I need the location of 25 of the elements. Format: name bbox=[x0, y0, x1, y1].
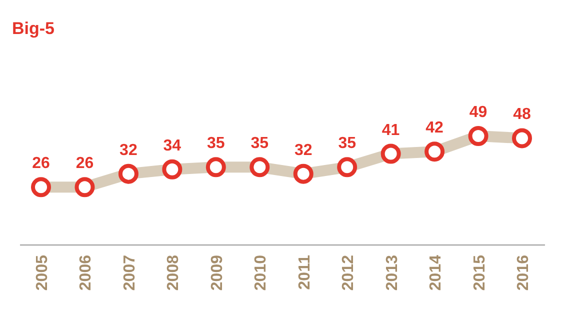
x-tick-label: 2007 bbox=[121, 254, 138, 291]
x-tick-label: 2016 bbox=[515, 254, 532, 291]
x-tick-label: 2005 bbox=[34, 254, 51, 291]
x-tick-label: 2013 bbox=[384, 254, 401, 291]
data-label: 35 bbox=[207, 135, 225, 152]
data-label: 35 bbox=[250, 135, 269, 152]
x-tick-label: 2010 bbox=[252, 254, 270, 291]
x-tick-label: 2014 bbox=[428, 254, 445, 291]
x-tick-label: 2009 bbox=[208, 254, 226, 291]
data-label: 48 bbox=[513, 106, 531, 124]
x-tick-label: 2006 bbox=[78, 254, 95, 291]
data-label: 26 bbox=[76, 155, 94, 172]
x-tick-label: 2011 bbox=[296, 254, 314, 290]
chart-title: Big-5 bbox=[12, 19, 54, 38]
data-label: 35 bbox=[338, 135, 356, 152]
data-label: 34 bbox=[163, 137, 182, 154]
x-tick-label: 2008 bbox=[165, 254, 182, 291]
data-label: 41 bbox=[382, 122, 400, 139]
x-tick-label: 2012 bbox=[340, 254, 358, 291]
data-label: 42 bbox=[426, 120, 444, 137]
data-label: 32 bbox=[120, 142, 138, 159]
x-tick-label: 2015 bbox=[471, 254, 488, 291]
data-label: 49 bbox=[469, 104, 488, 121]
data-label: 32 bbox=[294, 142, 312, 159]
data-label: 26 bbox=[32, 155, 50, 172]
